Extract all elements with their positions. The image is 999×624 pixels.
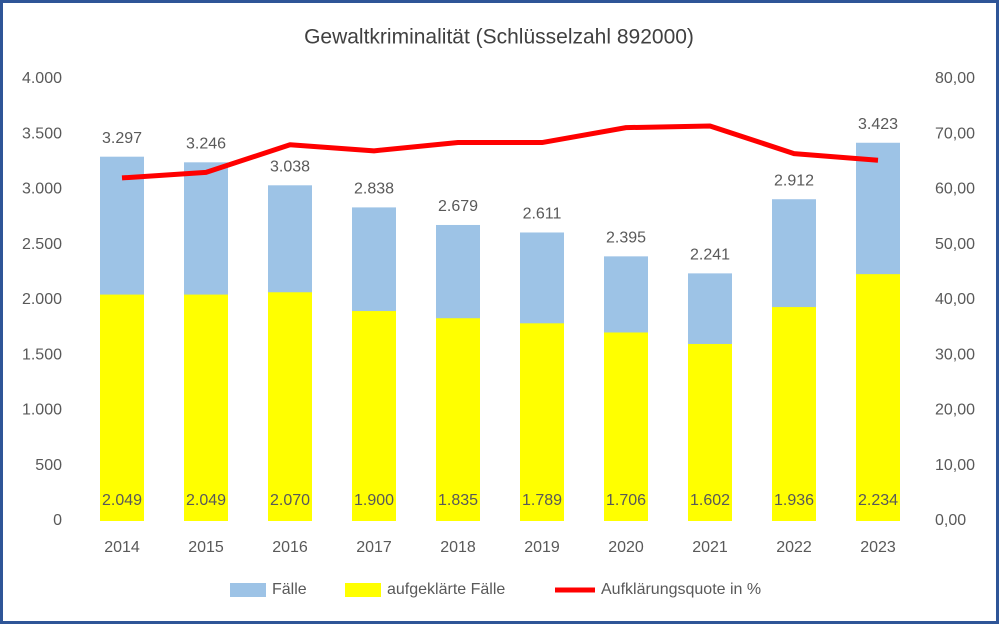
- y2-tick-label: 70,00: [935, 125, 975, 142]
- bar: [268, 292, 312, 521]
- chart-title: Gewaltkriminalität (Schlüsselzahl 892000…: [304, 26, 694, 49]
- y-tick-label: 3.500: [22, 125, 62, 142]
- y2-tick-label: 30,00: [935, 346, 975, 363]
- legend-label: aufgeklärte Fälle: [387, 581, 505, 598]
- y-tick-label: 2.500: [22, 236, 62, 253]
- y-tick-label: 0: [53, 512, 62, 529]
- x-tick-label: 2018: [440, 539, 476, 556]
- bar: [604, 332, 648, 521]
- data-label: 3.297: [102, 130, 142, 147]
- bar: [688, 343, 732, 521]
- y-tick-label: 1.500: [22, 346, 62, 363]
- y-tick-label: 500: [35, 457, 62, 474]
- data-label: 3.246: [186, 136, 226, 153]
- y2-tick-label: 80,00: [935, 70, 975, 87]
- bar: [100, 294, 144, 521]
- y-tick-label: 1.000: [22, 402, 62, 419]
- data-label: 2.838: [354, 181, 394, 198]
- bar: [184, 294, 228, 521]
- data-label: 2.070: [270, 492, 310, 509]
- data-label: 3.423: [858, 116, 898, 133]
- data-label: 1.900: [354, 492, 394, 509]
- y2-tick-label: 0,00: [935, 512, 966, 529]
- y-tick-label: 2.000: [22, 291, 62, 308]
- data-label: 2.611: [523, 206, 562, 223]
- x-tick-label: 2014: [104, 539, 140, 556]
- x-tick-label: 2015: [188, 539, 224, 556]
- x-tick-label: 2023: [860, 539, 896, 556]
- data-label: 1.706: [606, 492, 646, 509]
- data-label: 2.679: [438, 198, 478, 215]
- legend-label: Aufklärungsquote in %: [601, 581, 761, 598]
- bar: [772, 307, 816, 521]
- legend-label: Fälle: [272, 581, 307, 598]
- x-tick-label: 2020: [608, 539, 644, 556]
- data-label: 2.395: [606, 230, 646, 247]
- x-tick-label: 2019: [524, 539, 560, 556]
- y-tick-label: 3.000: [22, 181, 62, 198]
- y2-tick-label: 20,00: [935, 402, 975, 419]
- bar: [520, 323, 564, 521]
- x-tick-label: 2021: [692, 539, 728, 556]
- y2-tick-label: 40,00: [935, 291, 975, 308]
- y2-tick-label: 60,00: [935, 181, 975, 198]
- data-label: 1.602: [690, 492, 730, 509]
- x-tick-label: 2022: [776, 539, 812, 556]
- data-label: 2.234: [858, 492, 898, 509]
- data-label: 3.038: [270, 159, 310, 176]
- bar: [856, 274, 900, 521]
- y2-tick-label: 10,00: [935, 457, 975, 474]
- y2-tick-label: 50,00: [935, 236, 975, 253]
- data-label: 1.835: [438, 492, 478, 509]
- legend-swatch: [230, 583, 266, 597]
- legend-swatch: [345, 583, 381, 597]
- data-label: 2.049: [186, 492, 226, 509]
- data-label: 2.241: [690, 247, 730, 264]
- line: [121, 123, 879, 181]
- data-label: 2.049: [102, 492, 142, 509]
- data-label: 1.789: [522, 492, 562, 509]
- bar: [436, 318, 480, 521]
- data-label: 2.912: [774, 172, 814, 189]
- x-tick-label: 2017: [356, 539, 392, 556]
- bar: [352, 311, 396, 521]
- x-tick-label: 2016: [272, 539, 308, 556]
- y-tick-label: 4.000: [22, 70, 62, 87]
- data-label: 1.936: [774, 492, 814, 509]
